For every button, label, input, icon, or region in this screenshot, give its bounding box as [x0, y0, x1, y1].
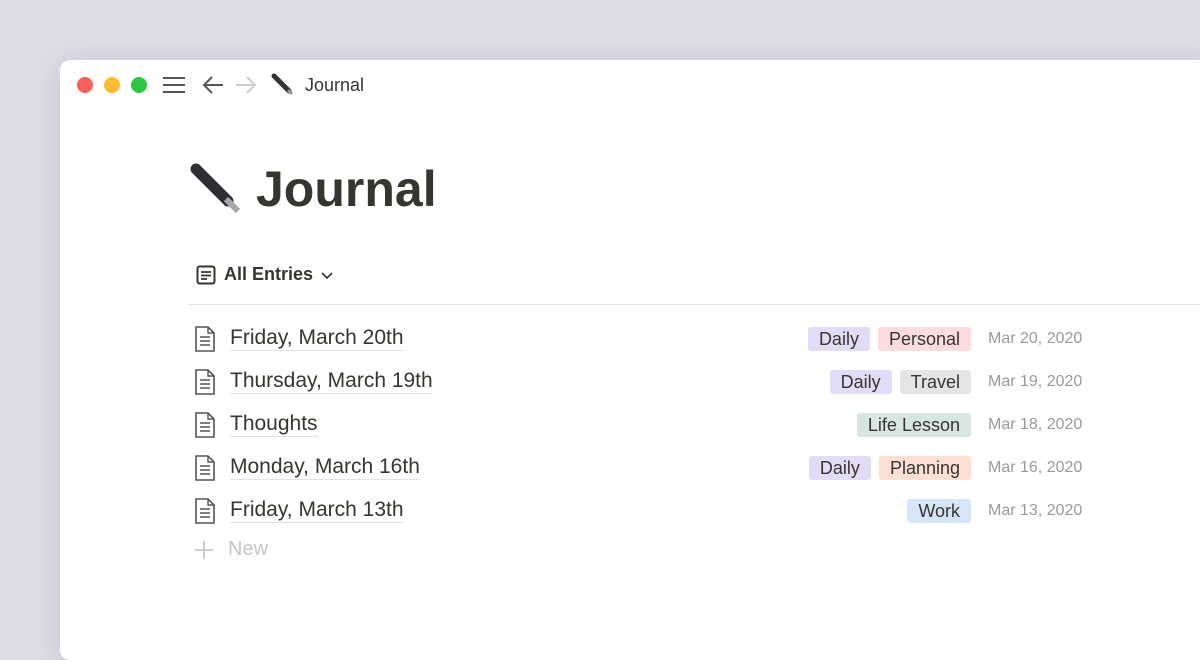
list-view-icon	[196, 265, 216, 284]
back-arrow-icon[interactable]	[202, 75, 224, 95]
forward-arrow-icon[interactable]	[235, 75, 257, 95]
plus-icon	[195, 540, 213, 559]
entry-title[interactable]: Thoughts	[230, 412, 318, 437]
minimize-button[interactable]	[104, 77, 120, 93]
table-row[interactable]: Friday, March 20th Daily Personal Mar 20, 2…	[194, 317, 1094, 360]
view-label: All Entries	[224, 264, 314, 284]
page-icon	[195, 325, 215, 352]
new-label: New	[228, 538, 269, 560]
page-title-text: Journal	[256, 161, 437, 217]
tags-cell: Daily Planning	[808, 455, 971, 480]
page-title: Journal	[190, 160, 437, 218]
tag: Life Lesson	[856, 412, 971, 437]
view-selector[interactable]: All Entries	[196, 264, 333, 285]
page-icon	[195, 497, 215, 524]
table-row[interactable]: Thursday, March 19th Daily Travel Mar 19, 2…	[194, 360, 1094, 403]
app-window: Journal Journal All Entries Friday, Marc…	[60, 60, 1200, 660]
menu-icon[interactable]	[162, 75, 186, 95]
entry-date: Mar 13, 2020	[988, 501, 1083, 519]
tag: Daily	[808, 455, 871, 480]
entry-date: Mar 16, 2020	[988, 458, 1083, 476]
chevron-down-icon	[321, 271, 333, 279]
entry-title[interactable]: Thursday, March 19th	[230, 369, 433, 394]
entry-title[interactable]: Monday, March 16th	[230, 455, 420, 480]
tags-cell: Work	[907, 498, 971, 523]
title-bar: Journal	[60, 60, 1200, 110]
entry-title[interactable]: Friday, March 13th	[230, 498, 404, 523]
page-icon	[195, 454, 215, 481]
tags-cell: Daily Personal	[807, 326, 971, 351]
table-row[interactable]: Monday, March 16th Daily Planning Mar 16, 2…	[194, 446, 1094, 489]
close-button[interactable]	[77, 77, 93, 93]
tag: Work	[907, 498, 971, 523]
divider	[188, 304, 1200, 305]
fountain-pen-icon	[190, 163, 241, 214]
page-icon	[195, 368, 215, 395]
maximize-button[interactable]	[131, 77, 147, 93]
tag: Personal	[877, 326, 971, 351]
tags-cell: Life Lesson	[856, 412, 971, 437]
entry-date: Mar 18, 2020	[988, 415, 1083, 433]
entry-date: Mar 19, 2020	[988, 372, 1083, 390]
tag: Daily	[807, 326, 870, 351]
entry-date: Mar 20, 2020	[988, 329, 1083, 347]
entry-title[interactable]: Friday, March 20th	[230, 326, 404, 351]
table-row[interactable]: Thoughts Life Lesson Mar 18, 2020	[194, 403, 1094, 446]
table-row[interactable]: Friday, March 13th Work Mar 13, 2020	[194, 489, 1094, 532]
page-icon	[195, 411, 215, 438]
tag: Travel	[899, 369, 971, 394]
tag: Daily	[829, 369, 892, 394]
fountain-pen-icon	[271, 73, 294, 96]
tags-cell: Daily Travel	[829, 369, 971, 394]
new-entry-button[interactable]: New	[194, 538, 268, 561]
window-title: Journal	[305, 75, 365, 95]
tag: Planning	[878, 455, 971, 480]
